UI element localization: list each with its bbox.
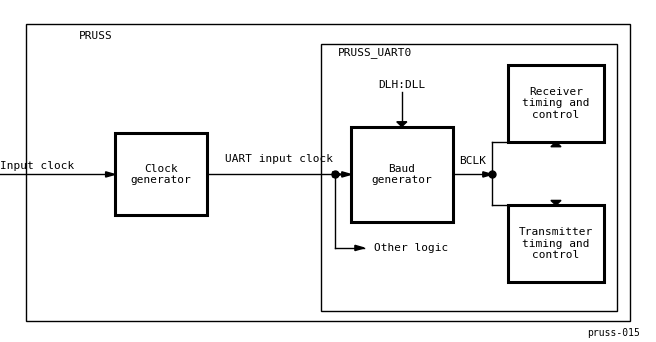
FancyBboxPatch shape [508,65,604,142]
Text: PRUSS_UART0: PRUSS_UART0 [338,48,412,58]
FancyBboxPatch shape [351,127,453,222]
FancyBboxPatch shape [115,133,207,215]
Polygon shape [106,172,115,177]
Text: Transmitter
timing and
control: Transmitter timing and control [519,227,593,260]
Text: pruss-015: pruss-015 [586,328,640,339]
Text: BCLK: BCLK [459,156,486,166]
FancyBboxPatch shape [26,24,630,321]
Text: Input clock: Input clock [0,161,74,171]
Polygon shape [483,172,492,177]
Polygon shape [397,122,407,127]
Text: DLH:DLL: DLH:DLL [378,80,426,91]
Text: Other logic: Other logic [374,243,448,253]
Text: Receiver
timing and
control: Receiver timing and control [522,87,590,120]
Polygon shape [333,172,342,177]
Text: Clock
generator: Clock generator [131,163,191,185]
FancyBboxPatch shape [321,44,617,311]
Text: Baud
generator: Baud generator [371,163,432,185]
Polygon shape [551,200,561,205]
Polygon shape [551,142,561,147]
Text: UART input clock: UART input clock [225,154,333,164]
Text: PRUSS: PRUSS [79,31,112,41]
FancyBboxPatch shape [508,205,604,282]
Polygon shape [342,172,351,177]
Polygon shape [355,245,364,251]
